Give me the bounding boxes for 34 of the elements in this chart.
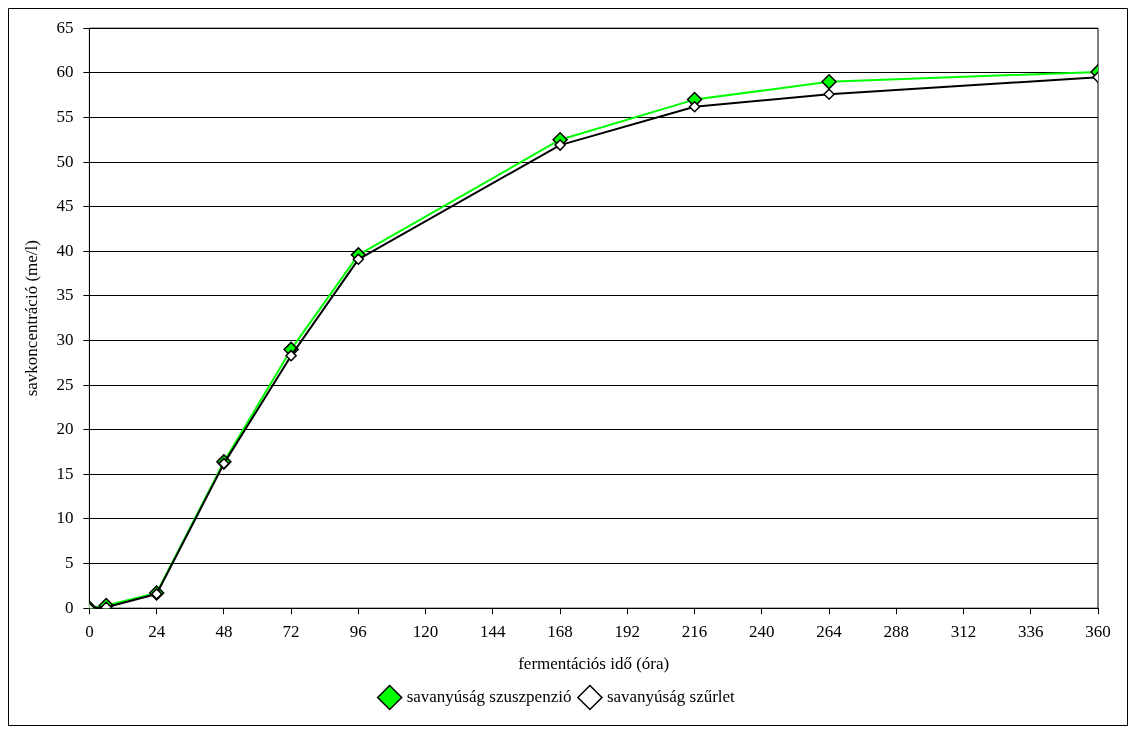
y-tick-label: 60 xyxy=(56,62,74,82)
y-tick-label: 50 xyxy=(56,151,74,171)
x-tick-label: 288 xyxy=(883,621,910,641)
y-tick-label: 0 xyxy=(64,597,74,617)
x-tick-label: 120 xyxy=(412,621,439,641)
x-tick-label: 0 xyxy=(85,621,94,641)
y-tick-label: 15 xyxy=(56,463,74,483)
y-tick-label: 65 xyxy=(56,17,74,37)
x-tick-label: 144 xyxy=(480,621,507,641)
x-tick-label: 96 xyxy=(349,621,367,641)
y-axis-title: savkoncentráció (me/l) xyxy=(21,240,41,397)
x-axis-title: fermentációs idő (óra) xyxy=(518,654,670,674)
y-tick-label: 30 xyxy=(56,329,74,349)
y-tick-label: 20 xyxy=(56,419,74,439)
x-tick-label: 264 xyxy=(816,621,843,641)
x-tick-label: 192 xyxy=(614,621,641,641)
x-tick-label: 72 xyxy=(282,621,300,641)
y-tick-label: 35 xyxy=(56,285,74,305)
y-tick-label: 40 xyxy=(56,240,74,260)
x-tick-label: 312 xyxy=(950,621,977,641)
x-tick-label: 48 xyxy=(215,621,233,641)
x-tick-label: 360 xyxy=(1085,621,1111,641)
x-tick-label: 240 xyxy=(749,621,775,641)
x-tick-label: 336 xyxy=(1018,621,1044,641)
y-tick-label: 45 xyxy=(56,196,74,216)
y-tick-label: 10 xyxy=(56,508,74,528)
legend-label: savanyúság szuszpenzió xyxy=(406,686,572,706)
legend-label: savanyúság szűrlet xyxy=(606,686,736,706)
y-tick-label: 55 xyxy=(56,106,74,126)
x-tick-label: 24 xyxy=(148,621,166,641)
y-tick-label: 25 xyxy=(56,374,74,394)
y-tick-label: 5 xyxy=(64,553,74,573)
x-tick-label: 168 xyxy=(547,621,573,641)
x-tick-label: 216 xyxy=(681,621,708,641)
